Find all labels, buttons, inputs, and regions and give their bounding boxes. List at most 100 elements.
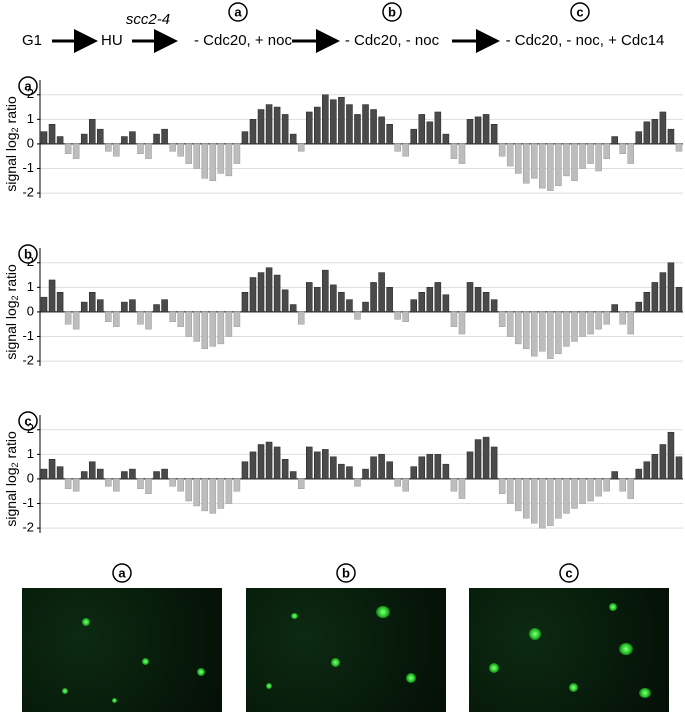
y-label-main: signal log [3,132,19,191]
bar [490,446,498,480]
bar [378,272,385,313]
bar [249,277,257,313]
y-tick-label: 2 [27,86,34,101]
panel-marker-ring [18,76,38,96]
panel-marker: b [24,246,32,261]
bar [257,109,265,145]
bar [249,119,257,145]
y-tick-label: -2 [22,185,34,200]
bar [97,128,104,145]
bar [466,119,474,145]
bar [233,143,241,164]
y-label-rest: ratio [3,264,19,291]
bar [563,311,570,347]
bar [506,311,514,337]
y-tick-label: -1 [22,495,34,510]
bar [169,478,176,487]
y-label-sub: 2 [10,127,20,132]
bar [547,143,554,191]
bar [651,119,659,145]
bar [88,292,96,313]
bar [273,106,281,145]
bar [627,311,635,335]
bar [611,471,618,480]
bar [105,478,112,487]
bar [201,478,209,512]
y-axis-label: signal log2 ratio [3,96,21,192]
bar [571,143,578,182]
step: - Cdc20, + noc [194,32,292,49]
bar [571,478,578,509]
bar [338,292,345,313]
bar [80,133,88,145]
bar [241,461,249,480]
panel-marker: a [24,78,32,93]
bar [169,311,176,322]
bar [410,466,418,480]
bar [611,304,618,313]
bar [40,131,48,145]
bar [587,478,594,502]
bar [498,311,506,327]
bar [539,311,546,352]
bar [330,99,337,145]
bar [297,478,305,489]
bar [209,478,217,514]
bar [265,441,273,480]
bar [241,292,249,313]
bar [643,292,651,313]
bar [450,311,458,327]
bar [362,301,369,313]
bar [571,311,578,342]
bar [185,311,192,337]
y-tick-label: 0 [27,135,34,150]
bar [80,471,88,480]
bar [161,468,168,480]
y-tick-label: -2 [22,353,34,368]
bar [217,478,225,509]
bar [40,468,48,480]
image-label: c [565,565,572,580]
y-axis-label: signal log2 ratio [3,264,21,360]
bar [514,143,522,174]
bar [434,454,442,480]
bar [193,143,200,169]
bar [555,143,562,186]
bar [265,267,273,313]
bar [322,94,329,145]
bar [72,311,80,330]
bar [514,311,522,345]
bar [474,287,482,313]
bar [539,143,546,189]
bar [354,311,361,320]
bar [386,124,393,145]
bar [506,478,514,504]
bar [129,299,136,313]
bar [48,279,56,313]
bar [370,282,377,313]
bar [113,143,120,157]
bar [322,269,329,313]
bar [201,143,209,179]
bar [466,451,474,480]
bar [434,282,442,313]
bar [402,311,409,322]
bar [105,311,112,322]
bar [418,456,426,480]
bar [547,311,554,359]
bar [305,282,313,313]
bar [635,131,643,145]
bar [587,143,594,164]
bar [129,468,136,480]
bar [233,478,241,492]
bar [651,454,659,480]
bar [297,311,305,325]
bar [531,478,538,524]
bar [56,466,64,480]
bar [418,114,426,145]
bar [217,143,225,174]
bar [458,143,466,164]
bar [667,128,675,145]
bar [161,299,168,313]
